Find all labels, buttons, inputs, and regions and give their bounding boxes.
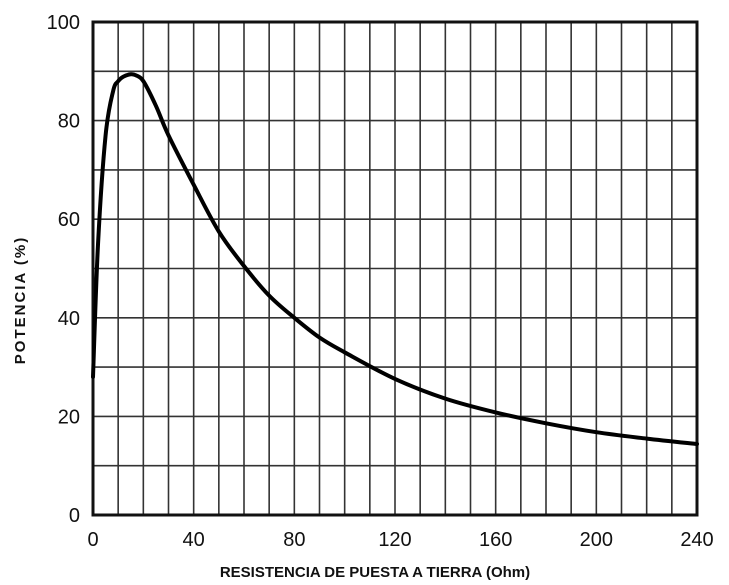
x-tick-label: 0 [87, 529, 98, 551]
y-axis-title: POTENCIA (%) [12, 236, 29, 364]
x-tick-label: 160 [479, 529, 512, 551]
x-tick-label: 80 [283, 529, 305, 551]
plot-frame [91, 20, 699, 517]
y-tick-label: 0 [69, 505, 80, 527]
y-tick-label: 40 [58, 308, 80, 330]
x-tick-label: 120 [378, 529, 411, 551]
x-tick-label: 240 [680, 529, 713, 551]
x-tick-label: 200 [580, 529, 613, 551]
series-line [91, 72, 699, 447]
grid [93, 22, 697, 515]
y-tick-label: 100 [47, 12, 80, 34]
x-tick-labels: 0 40 80 120 160 200 240 [87, 529, 713, 551]
y-tick-label: 80 [58, 111, 80, 133]
x-axis-title: RESISTENCIA DE PUESTA A TIERRA (Ohm) [220, 564, 530, 581]
y-tick-labels: 0 20 40 60 80 100 [47, 12, 80, 527]
y-tick-label: 20 [58, 406, 80, 428]
y-tick-label: 60 [58, 209, 80, 231]
x-tick-label: 40 [183, 529, 205, 551]
